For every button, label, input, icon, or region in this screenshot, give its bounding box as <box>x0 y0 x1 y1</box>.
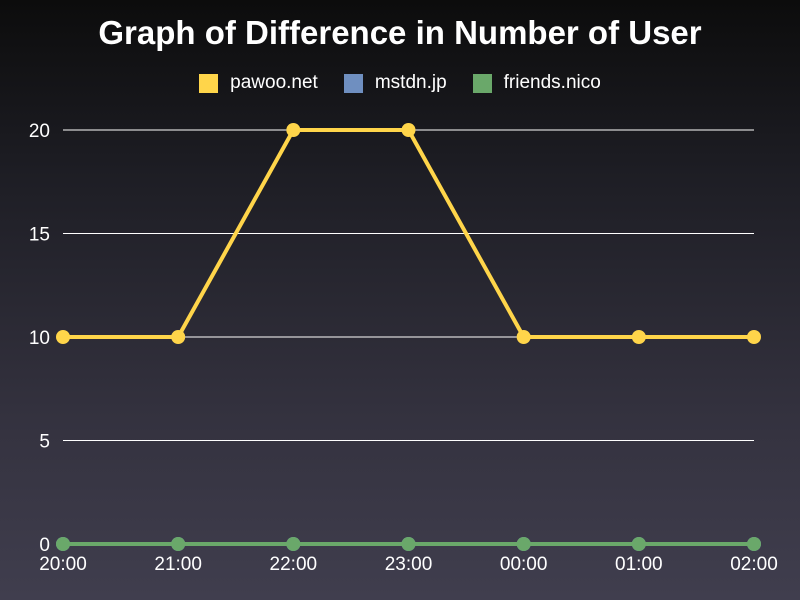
data-point-friends-nico-5[interactable] <box>631 537 646 551</box>
data-point-friends-nico-4[interactable] <box>516 537 531 551</box>
y-tick-label-10: 10 <box>29 328 50 349</box>
legend-swatch-pawoo <box>199 73 219 93</box>
data-point-friends-nico-1[interactable] <box>171 537 186 551</box>
x-tick-label-2200: 22:00 <box>270 554 318 575</box>
data-point-pawoo-net-5[interactable] <box>631 330 646 344</box>
x-tick-label-0100: 01:00 <box>615 554 663 575</box>
x-tick-label-0000: 00:00 <box>500 554 548 575</box>
legend-label-pawoo: pawoo.net <box>230 72 318 93</box>
data-point-friends-nico-0[interactable] <box>56 537 70 551</box>
data-point-pawoo-net-1[interactable] <box>171 330 186 344</box>
data-point-pawoo-net-0[interactable] <box>56 330 70 344</box>
data-point-pawoo-net-6[interactable] <box>747 330 761 344</box>
x-tick-label-2100: 21:00 <box>154 554 202 575</box>
y-tick-label-20: 20 <box>29 121 50 142</box>
data-point-pawoo-net-3[interactable] <box>401 123 416 137</box>
x-tick-label-2300: 23:00 <box>385 554 433 575</box>
legend-label-mstdn: mstdn.jp <box>374 72 447 93</box>
data-point-pawoo-net-2[interactable] <box>286 123 301 137</box>
legend-swatch-friends <box>472 73 492 93</box>
data-point-friends-nico-3[interactable] <box>401 537 416 551</box>
legend-item-friends[interactable]: friends.nico <box>472 72 601 94</box>
legend: pawoo.net mstdn.jp friends.nico <box>0 72 800 94</box>
y-tick-label-15: 15 <box>29 225 50 246</box>
legend-item-pawoo[interactable]: pawoo.net <box>199 72 318 94</box>
x-tick-label-0200: 02:00 <box>730 554 778 575</box>
chart-title: Graph of Difference in Number of User <box>98 14 702 51</box>
data-point-pawoo-net-4[interactable] <box>516 330 531 344</box>
y-tick-label-0: 0 <box>39 535 50 556</box>
x-tick-label-2000: 20:00 <box>39 554 87 575</box>
legend-item-mstdn[interactable]: mstdn.jp <box>343 72 447 94</box>
data-point-friends-nico-6[interactable] <box>747 537 761 551</box>
data-point-friends-nico-2[interactable] <box>286 537 301 551</box>
y-tick-label-5: 5 <box>39 432 50 453</box>
legend-swatch-mstdn <box>343 73 363 93</box>
legend-label-friends: friends.nico <box>503 72 601 93</box>
